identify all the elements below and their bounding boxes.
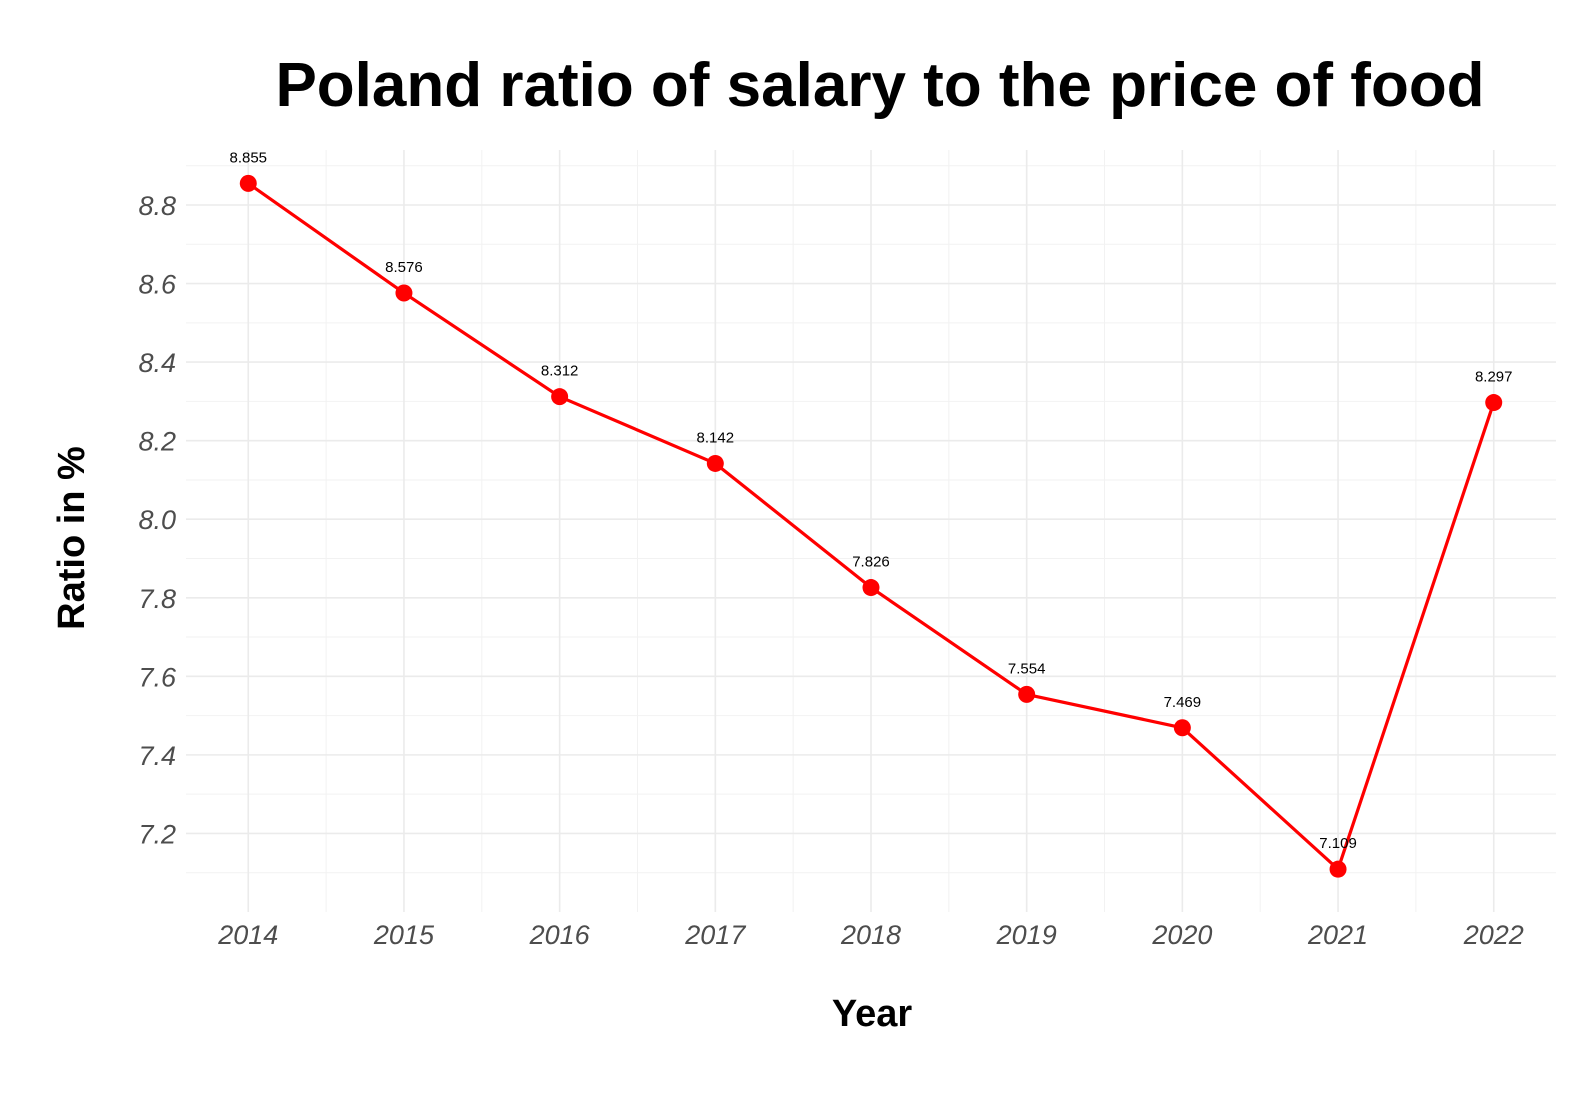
data-point: [1018, 685, 1036, 703]
x-tick-label: 2015: [373, 920, 435, 950]
y-tick-label: 8.4: [138, 348, 176, 378]
x-tick-label: 2016: [529, 920, 591, 950]
data-point: [239, 174, 257, 192]
data-label: 8.142: [697, 429, 735, 446]
x-tick-label: 2017: [684, 920, 746, 950]
y-tick-label: 8.2: [138, 427, 176, 457]
major-gridlines: [186, 150, 1556, 912]
data-label: 8.855: [229, 149, 267, 166]
y-tick-label: 7.4: [138, 741, 176, 771]
data-label: 7.469: [1164, 694, 1202, 711]
data-point: [551, 388, 569, 406]
y-axis-title: Ratio in %: [51, 446, 93, 630]
x-tick-label: 2020: [1151, 920, 1212, 950]
series-group: [239, 174, 1503, 878]
x-tick-label: 2018: [840, 920, 901, 950]
data-point: [1485, 394, 1503, 412]
data-point: [706, 454, 724, 472]
y-tick-label: 8.6: [138, 270, 177, 300]
chart-title: Poland ratio of salary to the price of f…: [275, 51, 1484, 120]
y-tick-label: 7.8: [138, 584, 176, 614]
data-label: 8.576: [385, 259, 423, 276]
data-point: [1329, 860, 1347, 878]
x-tick-label: 2019: [996, 920, 1057, 950]
x-tick-label: 2021: [1307, 920, 1368, 950]
x-tick-label: 2014: [217, 920, 278, 950]
data-label: 8.297: [1475, 369, 1513, 386]
data-labels-group: 8.855 8.576 8.312 8.142 7.826 7.554 7.469 7.109…: [229, 149, 1512, 852]
x-tick-label: 2022: [1463, 920, 1524, 950]
data-point: [1173, 719, 1191, 737]
y-tick-label: 8.0: [138, 505, 176, 535]
data-label: 7.109: [1319, 835, 1357, 852]
x-axis-tick-labels: 2014 2015 2016 2017 2018 2019 2020 2021 2022: [217, 920, 1524, 950]
x-axis-title: Year: [832, 993, 913, 1035]
data-label: 7.826: [852, 554, 890, 571]
data-label: 7.554: [1008, 660, 1046, 677]
y-tick-label: 7.2: [138, 819, 176, 849]
data-label: 8.312: [541, 363, 579, 380]
y-tick-label: 8.8: [138, 191, 176, 221]
data-point: [862, 579, 880, 597]
y-tick-label: 7.6: [138, 662, 177, 692]
data-point: [395, 284, 413, 302]
y-axis-tick-labels: 7.2 7.4 7.6 7.8 8.0 8.2 8.4 8.6 8.8: [138, 191, 177, 849]
